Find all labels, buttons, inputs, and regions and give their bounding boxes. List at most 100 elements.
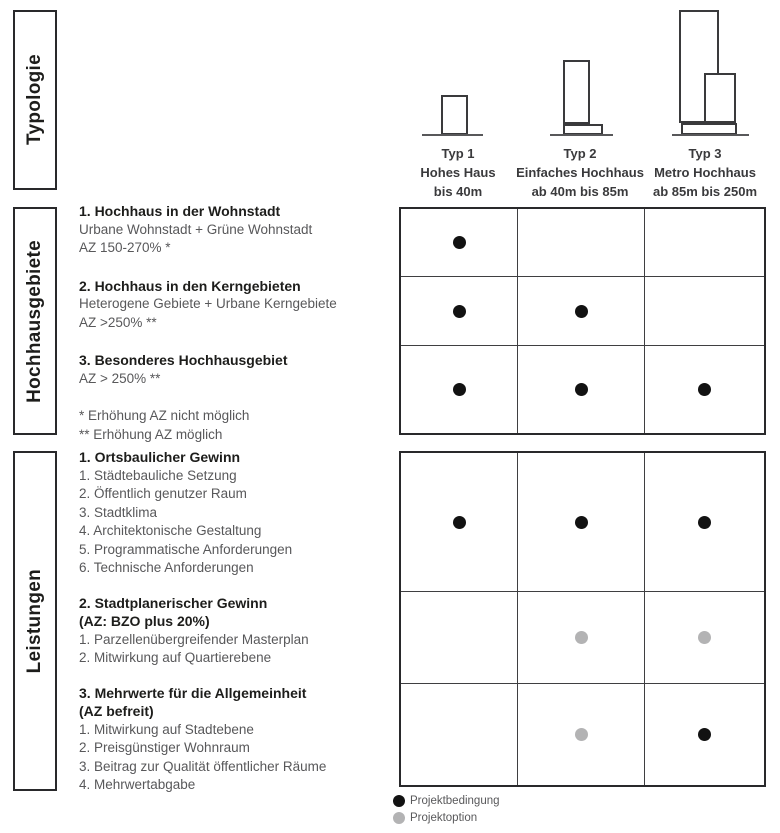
group-title: 3. Mehrwerte für die Allgemeinheit — [79, 684, 307, 701]
projektbedingung-dot — [574, 304, 588, 318]
group-line: 3. Stadtklima — [79, 504, 158, 520]
group-line: 2. Preisgünstiger Wohnraum — [79, 740, 250, 755]
hochhausgebiete-text-column: 1. Hochhaus in der Wohnstadt Urbane Wohns… — [79, 202, 395, 444]
group-line: Heterogene Gebiete + Urbane Kerngebiete — [79, 296, 337, 311]
group-line: 1. Städtebauliche Setzung — [79, 467, 237, 483]
typ1-tower-shape — [441, 95, 468, 135]
projektbedingung-dot-icon — [393, 794, 405, 807]
group-line: 5. Programmatische Anforderungen — [79, 541, 293, 557]
section-box-hochhausgebiete: Hochhausgebiete — [13, 207, 57, 435]
type-header-typ2: Typ 2 Einfaches Hochhaus ab 40m bis 85m — [495, 144, 665, 201]
section-label-typologie: Typologie — [24, 54, 45, 146]
footnotes: * Erhöhung AZ nicht möglich ** Erhöhung A… — [79, 407, 395, 444]
group-line: AZ >250% ** — [79, 314, 157, 330]
projektbedingung-dot — [452, 383, 466, 396]
typ1-name: Typ 1 — [441, 146, 475, 161]
legend-row-projektoption: Projektoption — [393, 809, 500, 826]
matrix-cell-r1-c3 — [645, 209, 764, 277]
footnote-line: ** Erhöhung AZ möglich — [79, 426, 223, 442]
section-label-hochhausgebiete: Hochhausgebiete — [24, 239, 45, 403]
legend-row-projektbedingung: Projektbedingung — [393, 792, 500, 809]
group-line: 2. Mitwirkung auf Quartierebene — [79, 650, 272, 665]
matrix-cell-r1-c1 — [401, 453, 518, 592]
matrix-cell-r2-c2 — [518, 277, 645, 346]
matrix-cell-r2-c2 — [518, 592, 645, 684]
projektbedingung-dot — [698, 515, 711, 529]
group-subtitle: (AZ: BZO plus 20%) — [79, 613, 210, 629]
projektbedingung-dot — [574, 383, 588, 396]
legend: Projektbedingung Projektoption — [393, 792, 500, 826]
matrix-cell-r3-c1 — [401, 346, 518, 433]
typ3-name: Typ 3 — [688, 146, 722, 161]
matrix-cell-r1-c2 — [518, 209, 645, 277]
leistungen-matrix — [399, 451, 766, 787]
matrix-cell-r1-c1 — [401, 209, 518, 277]
matrix-cell-r3-c3 — [645, 684, 764, 785]
typ2-desc: Einfaches Hochhaus — [516, 165, 644, 180]
matrix-cell-r2-c3 — [645, 277, 764, 346]
group-line: 4. Mehrwertabgabe — [79, 777, 196, 792]
typ1-desc: Hohes Haus — [420, 165, 496, 180]
hh-group-3: 3. Besonderes Hochhausgebiet AZ > 250% ** — [79, 351, 395, 388]
projektbedingung-dot — [574, 515, 588, 529]
group-line: AZ > 250% ** — [79, 370, 161, 386]
hh-group-2: 2. Hochhaus in den Kerngebieten Heterogen… — [79, 277, 395, 333]
ls-group-3: 3. Mehrwerte für die Allgemeinheit (AZ be… — [79, 684, 395, 795]
typ2-tower-shape — [563, 60, 590, 124]
typ1-ground-line — [422, 134, 483, 136]
group-line: 2. Öffentlich genutzer Raum — [79, 486, 247, 501]
matrix-cell-r3-c2 — [518, 684, 645, 785]
typ3-desc: Metro Hochhaus — [654, 165, 756, 180]
hochhausgebiete-matrix — [399, 207, 766, 435]
section-box-typologie: Typologie — [13, 10, 57, 190]
legend-label-projektoption: Projektoption — [410, 811, 478, 824]
ls-group-1: 1. Ortsbaulicher Gewinn 1. Städtebauliche… — [79, 448, 395, 578]
group-subtitle: (AZ befreit) — [79, 703, 154, 719]
typ2-name: Typ 2 — [563, 146, 597, 161]
group-title: 3. Besonderes Hochhausgebiet — [79, 352, 288, 368]
projektoption-dot — [574, 631, 588, 644]
group-title: 2. Hochhaus in den Kerngebieten — [79, 277, 301, 294]
matrix-cell-r1-c3 — [645, 453, 764, 592]
ls-group-2: 2. Stadtplanerischer Gewinn (AZ: BZO plus… — [79, 594, 395, 668]
projektbedingung-dot — [452, 236, 466, 249]
projektbedingung-dot — [698, 728, 711, 741]
footnote-line: * Erhöhung AZ nicht möglich — [79, 408, 250, 423]
typ3-range: ab 85m bis 250m — [652, 184, 758, 199]
hh-group-1: 1. Hochhaus in der Wohnstadt Urbane Wohns… — [79, 202, 395, 258]
legend-label-projektbedingung: Projektbedingung — [410, 794, 500, 807]
group-title: 1. Ortsbaulicher Gewinn — [79, 449, 241, 465]
projektbedingung-dot — [452, 304, 466, 318]
typ2-ground-line — [550, 134, 613, 136]
type-header-typ1: Typ 1 Hohes Haus bis 40m — [373, 144, 543, 201]
group-line: AZ 150-270% * — [79, 240, 171, 255]
group-line: 1. Mitwirkung auf Stadtebene — [79, 721, 254, 737]
group-line: Urbane Wohnstadt + Grüne Wohnstadt — [79, 221, 313, 237]
leistungen-text-column: 1. Ortsbaulicher Gewinn 1. Städtebauliche… — [79, 448, 395, 811]
matrix-cell-r2-c1 — [401, 277, 518, 346]
projektoption-dot-icon — [393, 811, 405, 824]
matrix-cell-r3-c2 — [518, 346, 645, 433]
group-line: 1. Parzellenübergreifender Masterplan — [79, 631, 309, 647]
group-line: 4. Architektonische Gestaltung — [79, 523, 262, 538]
group-title: 2. Stadtplanerischer Gewinn — [79, 594, 268, 611]
matrix-cell-r2-c1 — [401, 592, 518, 684]
projektbedingung-dot — [698, 383, 711, 396]
typ3-ground-line — [672, 134, 749, 136]
typ2-range: ab 40m bis 85m — [531, 184, 629, 199]
group-line: 3. Beitrag zur Qualität öffentlicher Räu… — [79, 758, 327, 774]
matrix-cell-r1-c2 — [518, 453, 645, 592]
matrix-cell-r3-c1 — [401, 684, 518, 785]
projektoption-dot — [698, 631, 711, 644]
matrix-cell-r2-c3 — [645, 592, 764, 684]
projektbedingung-dot — [452, 515, 466, 529]
section-box-leistungen: Leistungen — [13, 451, 57, 791]
section-label-leistungen: Leistungen — [24, 568, 45, 674]
type-header-typ3: Typ 3 Metro Hochhaus ab 85m bis 250m — [620, 144, 780, 201]
group-line: 6. Technische Anforderungen — [79, 560, 254, 575]
typ1-range: bis 40m — [433, 184, 483, 199]
matrix-cell-r3-c3 — [645, 346, 764, 433]
typ3-secondary-tower-shape — [704, 73, 736, 123]
group-title: 1. Hochhaus in der Wohnstadt — [79, 203, 281, 219]
